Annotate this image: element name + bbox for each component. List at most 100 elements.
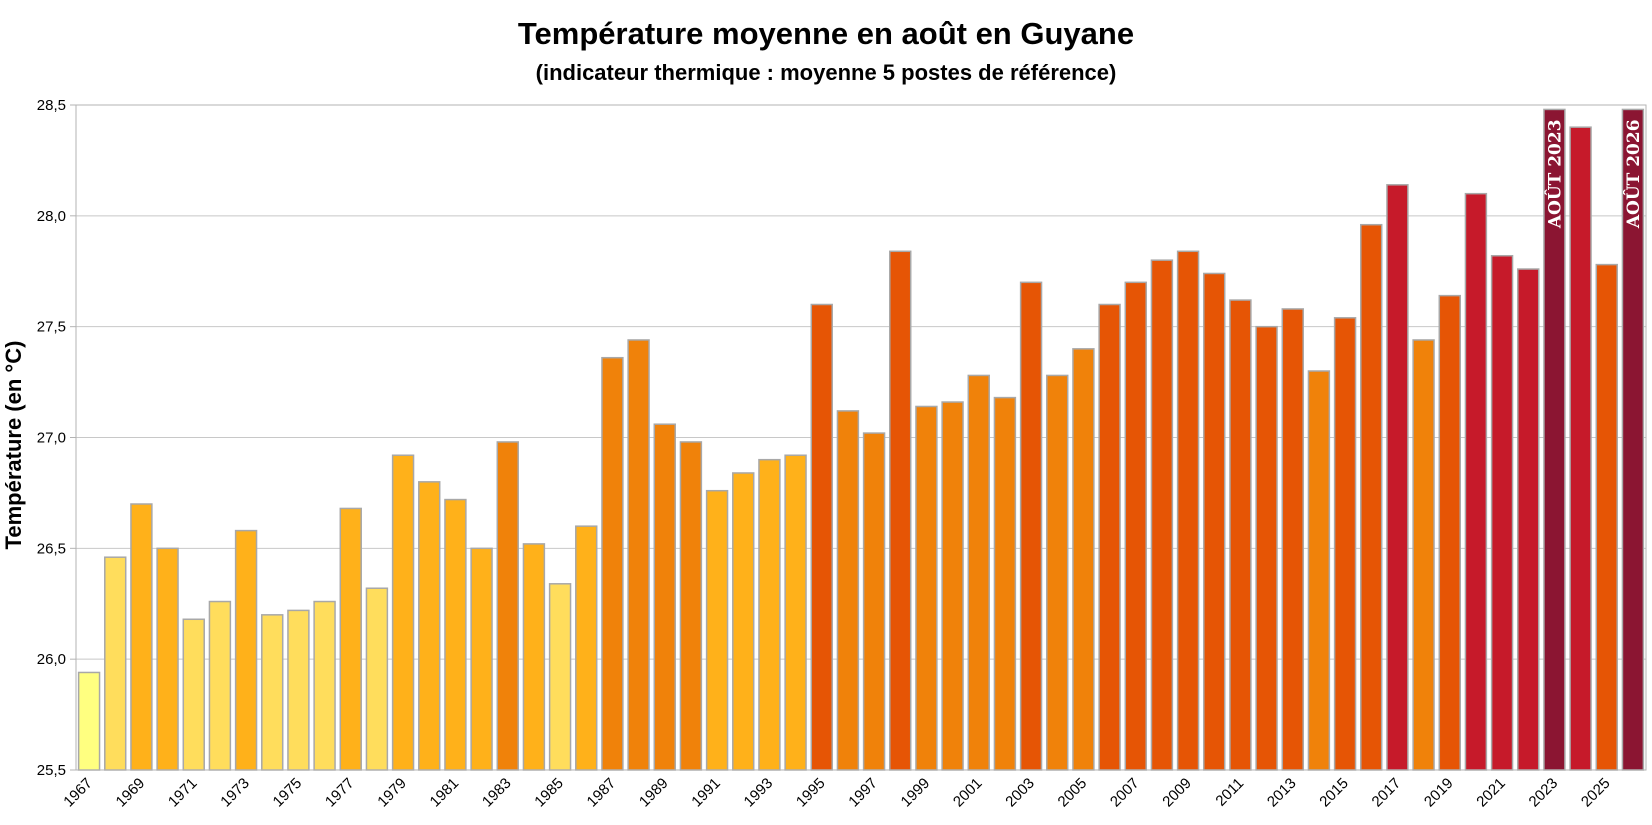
x-tick-label: 2011 [1212,775,1247,810]
x-tick-label: 2005 [1055,775,1091,811]
bar-2003 [1019,281,1043,771]
bar-1997 [862,432,886,771]
bar-2011 [1229,299,1252,771]
x-tick-label: 2015 [1316,775,1352,811]
x-tick-label: 1985 [531,775,567,811]
bar-2006 [1098,303,1121,771]
bar-1968 [104,556,127,771]
bar-1974 [261,614,284,771]
bar-1995 [810,303,833,771]
x-tick-label: 1981 [427,775,463,811]
x-tick-label: 2007 [1107,775,1143,811]
bar-1978 [365,587,389,771]
annotation-2026: AOÛT 2026 [1623,119,1644,229]
bar-1983 [496,441,519,771]
bar-1988 [627,339,650,771]
bar-2025 [1595,263,1618,771]
y-tick-label: 26,5 [37,540,66,557]
x-tick-label: 1969 [113,775,149,811]
chart-title: Température moyenne en août en Guyane [518,16,1134,51]
bar-1986 [575,525,598,771]
bar-2000 [941,401,964,771]
bar-annotations: AOÛT 2023 AOÛT 2026 [1544,119,1644,229]
bar-1975 [287,609,310,771]
x-tick-label: 2009 [1159,775,1195,811]
bar-1973 [234,529,258,771]
x-tick-labels: 1967 1969 1971 1973 1975 1977 1979 1981 1983 1985… [60,775,1613,811]
x-tick-label: 1999 [898,775,934,811]
x-tick-label: 1973 [217,775,253,811]
x-tick-label: 2017 [1369,775,1405,811]
y-axis-label: Température (en °C) [1,341,26,550]
plot-frame [75,104,1647,771]
bar-2012 [1255,325,1278,771]
bar-1998 [889,250,912,771]
x-tick-label: 2001 [950,775,986,811]
bar-2001 [967,374,990,771]
bar-1993 [758,458,781,771]
bar-1989 [653,423,676,771]
bar-1996 [836,410,860,771]
bar-1982 [470,547,493,771]
x-tick-label: 1977 [322,775,358,811]
x-tick-label: 1989 [636,775,672,811]
x-tick-label: 2003 [1002,775,1038,811]
bar-1972 [208,600,232,771]
annotation-2023: AOÛT 2023 [1544,119,1565,229]
bar-1979 [391,454,415,771]
bar-2002 [993,396,1017,771]
y-tick-label: 26,0 [37,651,66,668]
bar-2021 [1490,254,1514,771]
chart-subtitle: (indicateur thermique : moyenne 5 postes… [536,60,1117,85]
bar-1971 [182,618,205,771]
bar-2005 [1072,348,1095,771]
bar-1977 [339,507,362,771]
y-tick-label: 28,0 [37,208,66,225]
x-tick-label: 2025 [1578,775,1614,811]
bar-2014 [1307,370,1331,771]
bars [77,108,1645,771]
bar-2020 [1464,192,1488,771]
x-tick-label: 1967 [60,775,96,811]
x-tick-label: 1997 [845,775,881,811]
bar-1970 [156,547,179,771]
bar-2017 [1386,184,1409,771]
bar-2010 [1203,272,1226,771]
bar-1990 [679,441,703,771]
bar-2008 [1150,259,1174,771]
bar-1984 [522,543,546,771]
bar-2009 [1176,250,1200,771]
y-tick-label: 28,5 [37,97,66,114]
x-tick-label: 1971 [165,775,201,811]
x-tick-label: 1991 [688,775,724,811]
bar-2007 [1124,281,1147,771]
bar-1967 [77,671,101,771]
bar-2004 [1046,374,1069,771]
y-tick-label: 27,0 [37,430,66,447]
bar-2024 [1569,126,1592,771]
y-tick-label: 25,5 [37,762,66,779]
y-tick-labels: 25,5 26,0 26,5 27,0 27,5 28,0 28,5 [37,97,66,779]
x-tick-label: 2021 [1473,775,1509,811]
x-tick-label: 1983 [479,775,515,811]
bar-1991 [705,489,729,771]
y-tick-label: 27,5 [37,319,66,336]
bar-1999 [915,405,938,771]
bar-2022 [1517,268,1540,771]
bar-2018 [1412,339,1435,771]
bar-2016 [1360,223,1383,771]
bar-1994 [784,454,807,771]
x-tick-label: 2019 [1421,775,1457,811]
bar-1992 [732,472,755,771]
x-tick-label: 2023 [1526,775,1562,811]
bar-2015 [1333,317,1357,771]
x-tick-label: 1987 [584,775,620,811]
x-tick-label: 1995 [793,775,829,811]
bar-2013 [1281,308,1304,771]
x-tick-label: 1993 [741,775,777,811]
x-tick-label: 1975 [270,775,306,811]
bar-2019 [1438,294,1461,771]
bar-1980 [418,481,441,771]
bar-1969 [130,503,153,771]
